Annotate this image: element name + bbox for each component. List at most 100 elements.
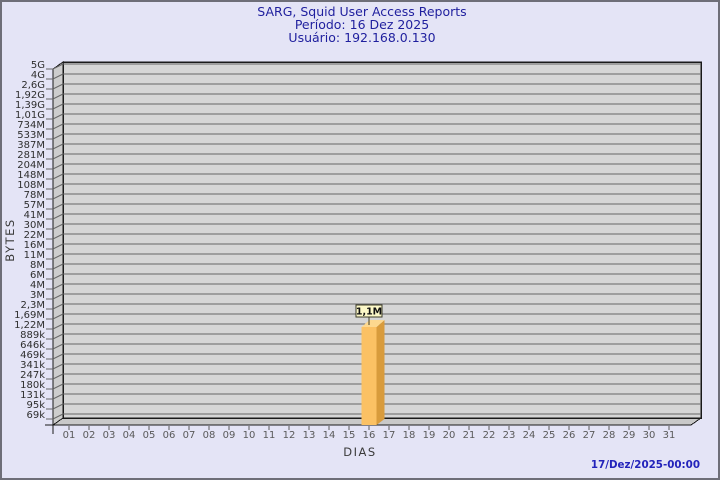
y-tick-mark [46,393,64,400]
y-tick-label: 1,92G [15,90,45,101]
y-tick-label: 30M [24,220,45,231]
y-tick-label: 11M [24,250,45,261]
y-tick-mark [46,353,64,360]
bar-value-labels: 1,1M [355,304,383,325]
y-tick-mark [46,83,64,90]
y-tick-mark [46,63,64,70]
x-axis-ticks [45,424,670,434]
y-tick-mark [46,263,64,270]
y-tick-label: 41M [24,210,45,221]
x-tick-label: 21 [463,430,476,441]
y-tick-mark [46,233,64,240]
bar [361,327,377,425]
y-tick-mark [46,413,64,420]
y-tick-mark [46,313,64,320]
bar-side-face [376,320,385,425]
y-tick-mark [46,253,64,260]
value-label-box [355,304,383,318]
x-tick-label: 23 [503,430,516,441]
x-tick-label: 25 [543,430,556,441]
y-tick-mark [46,73,64,80]
y-tick-mark [46,383,64,390]
y-tick-mark [46,133,64,140]
x-tick-label: 17 [383,430,396,441]
y-tick-mark [46,123,64,130]
x-tick-label: 22 [483,430,496,441]
y-tick-label: 281M [17,150,45,161]
x-tick-label: 07 [183,430,196,441]
y-tick-label: 16M [24,240,45,251]
value-label-text: 1,1M [356,307,382,318]
y-tick-label: 889k [20,330,45,341]
y-tick-label: 533M [17,130,45,141]
y-tick-label: 341k [20,360,45,371]
y-tick-mark [46,373,64,380]
y-tick-label: 1,22M [14,320,45,331]
y-tick-mark [46,113,64,120]
y-tick-mark [46,403,64,410]
bars [361,320,385,425]
y-tick-mark [46,273,64,280]
x-tick-label: 29 [623,430,636,441]
y-tick-mark [46,163,64,170]
x-tick-label: 02 [83,430,96,441]
y-axis-ticks [46,63,64,420]
y-tick-label: 108M [17,180,45,191]
y-tick-mark [46,183,64,190]
y-tick-mark [46,243,64,250]
x-axis-labels: 01 02 03 04 05 06 07 08 09 10 11 12 13 14 15 16 17 18 19 20… [63,430,676,441]
chart-subtitle-period: Período: 16 Dez 2025 [295,17,429,32]
x-tick-label: 15 [343,430,356,441]
y-tick-mark [46,343,64,350]
y-tick-label: 5G [31,60,45,71]
y-tick-label: 95k [26,400,45,411]
y-tick-mark [46,223,64,230]
y-tick-label: 646k [20,340,45,351]
y-tick-mark [46,213,64,220]
y-tick-mark [46,153,64,160]
y-axis-title: BYTES [3,218,17,261]
x-tick-label: 20 [443,430,456,441]
y-tick-label: 2,3M [20,300,45,311]
chart-title: SARG, Squid User Access Reports [257,4,466,19]
y-tick-mark [46,193,64,200]
x-tick-label: 03 [103,430,116,441]
y-tick-label: 4M [30,280,45,291]
y-tick-label: 78M [24,190,45,201]
y-tick-label: 734M [17,120,45,131]
x-tick-label: 13 [303,430,316,441]
x-tick-label: 30 [643,430,656,441]
y-tick-label: 2,6G [21,80,45,91]
x-tick-label: 14 [323,430,336,441]
y-tick-label: 148M [17,170,45,181]
x-tick-label: 10 [243,430,256,441]
y-tick-mark [46,203,64,210]
y-tick-label: 131k [20,390,45,401]
x-tick-label: 06 [163,430,176,441]
x-tick-label: 12 [283,430,296,441]
y-tick-mark [46,323,64,330]
x-tick-label: 16 [363,430,376,441]
y-tick-label: 204M [17,160,45,171]
report-generated-timestamp: 17/Dez/2025-00:00 [591,459,700,471]
x-tick-label: 05 [143,430,156,441]
gridlines [63,63,701,415]
x-tick-label: 19 [423,430,436,441]
y-tick-mark [46,283,64,290]
x-tick-label: 31 [663,430,676,441]
y-tick-label: 6M [30,270,45,281]
x-tick-label: 04 [123,430,136,441]
chart-subtitle-user: Usuário: 192.168.0.130 [288,30,435,45]
y-tick-label: 1,01G [15,110,45,121]
y-tick-label: 3M [30,290,45,301]
y-tick-label: 8M [30,260,45,271]
y-tick-mark [46,363,64,370]
x-tick-label: 26 [563,430,576,441]
y-tick-label: 22M [24,230,45,241]
y-tick-mark [46,103,64,110]
y-tick-mark [46,293,64,300]
x-tick-label: 01 [63,430,76,441]
y-tick-label: 1,39G [15,100,45,111]
